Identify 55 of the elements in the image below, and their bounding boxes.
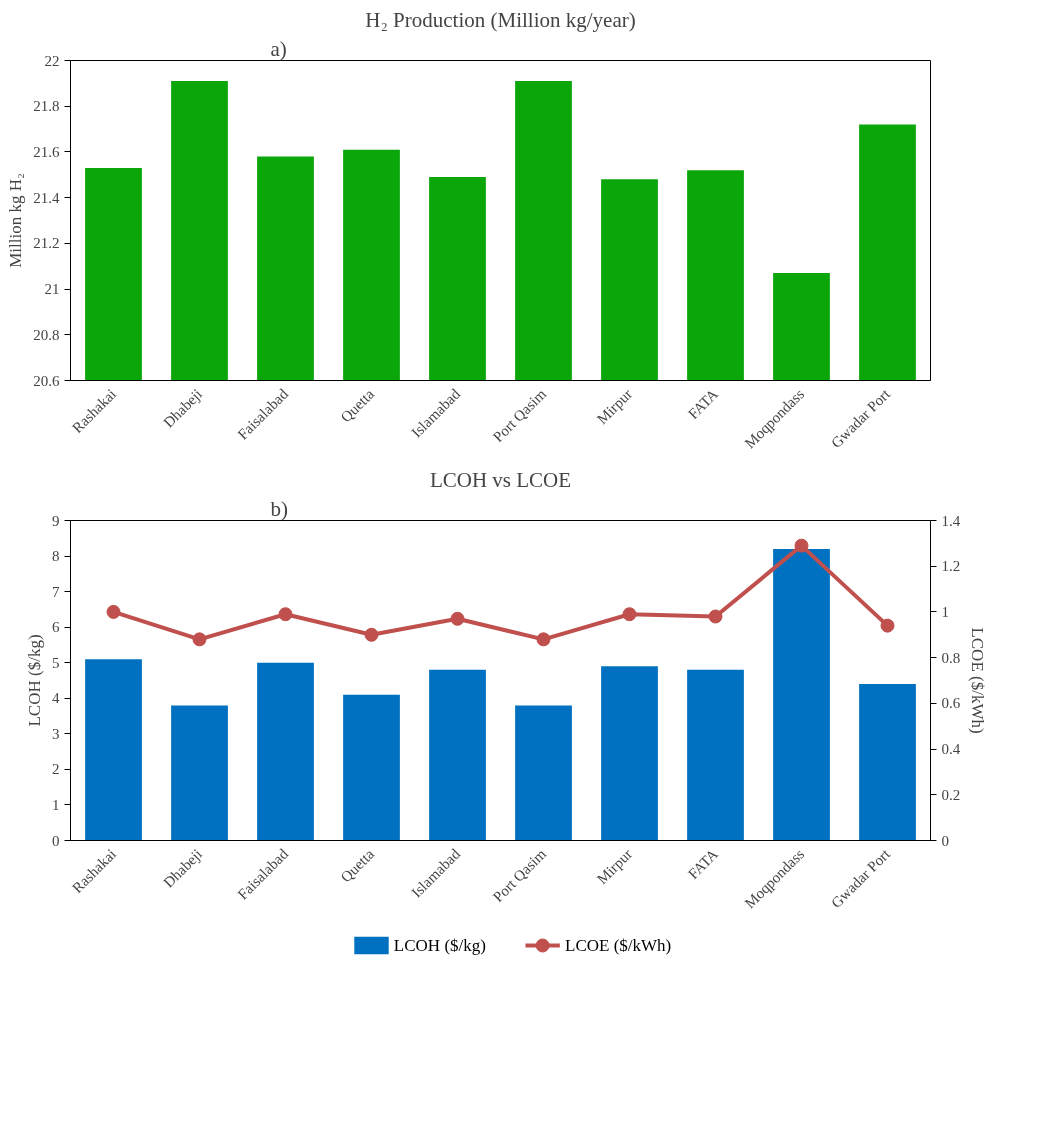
y2-tick-label: 1.2 — [941, 558, 961, 575]
chart-title: LCOH vs LCOE — [429, 467, 572, 492]
annotation: a) — [270, 36, 287, 61]
point — [622, 607, 637, 622]
y-tick-label: 21 — [44, 281, 60, 298]
y-tick-label: 21.8 — [33, 98, 60, 115]
y-tick-label: 21.4 — [33, 189, 60, 206]
y-tick-label: 5 — [52, 654, 60, 671]
text: b) — [270, 496, 288, 521]
bar — [859, 684, 916, 841]
point — [794, 538, 809, 553]
y-tick-label: 1 — [52, 796, 60, 813]
y2-axis-title: LCOE ($/kWh) — [968, 627, 988, 734]
y-tick-label: 21.2 — [33, 235, 60, 252]
y-tick-label: 0 — [52, 832, 60, 849]
point — [364, 627, 379, 642]
y-tick-label: 6 — [52, 619, 60, 636]
bar — [257, 662, 314, 841]
y-tick-label: 20.6 — [33, 372, 60, 389]
point — [450, 611, 465, 626]
y-tick-label: 22 — [44, 52, 60, 69]
bar — [687, 669, 744, 841]
point — [880, 618, 895, 633]
y2-tick-label: 1 — [941, 603, 949, 620]
bar — [429, 669, 486, 841]
point — [106, 604, 121, 619]
y-tick-label: 21.6 — [33, 143, 60, 160]
point — [278, 607, 293, 622]
bar — [773, 548, 830, 841]
y-axis-title: LCOH ($/kg) — [25, 634, 44, 727]
legend-label: LCOE ($/kWh) — [565, 936, 672, 955]
bar — [515, 705, 572, 841]
y-tick-label: 3 — [52, 725, 60, 742]
y-tick-label: 8 — [52, 548, 60, 565]
y-tick-label: 4 — [52, 690, 60, 707]
chart-title: H₂ Production (Million kg/year) — [365, 7, 636, 32]
bar — [171, 705, 228, 841]
point — [708, 609, 723, 624]
y-tick-label: 2 — [52, 761, 60, 778]
bar — [343, 694, 400, 841]
y2-tick-label: 0.2 — [941, 786, 961, 803]
y-axis-title: Million kg H₂ — [6, 173, 26, 268]
point — [536, 632, 551, 647]
y2-tick-label: 0.8 — [941, 649, 961, 666]
bar — [85, 659, 142, 841]
y2-tick-label: 1.4 — [941, 512, 961, 529]
point — [192, 632, 207, 647]
y-tick-label: 20.8 — [33, 326, 60, 343]
legend-label: LCOH ($/kg) — [393, 936, 486, 955]
y2-tick-label: 0 — [941, 832, 949, 849]
y2-tick-label: 0.4 — [941, 741, 961, 758]
y2-tick-label: 0.6 — [941, 695, 961, 712]
y-tick-label: 9 — [52, 512, 60, 529]
bar — [601, 666, 658, 841]
y-tick-label: 7 — [52, 583, 60, 600]
